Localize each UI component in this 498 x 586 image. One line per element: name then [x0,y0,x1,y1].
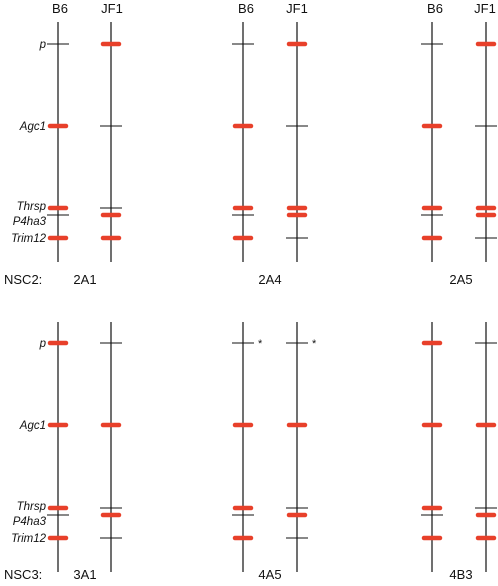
strain-label-jf1: JF1 [474,1,496,16]
clone-label: 2A5 [449,272,472,287]
clone-label: 2A1 [73,272,96,287]
clone-label: 2A4 [258,272,281,287]
clone-label: 3A1 [73,567,96,582]
strain-label-b6: B6 [52,1,68,16]
gene-label-p: p [39,39,47,51]
gene-label-agc1: Agc1 [19,121,46,133]
asterisk-mark: * [312,338,317,350]
row-prefix: NSC3: [4,567,42,582]
gene-label-thrsp: Thrsp [17,201,47,213]
gene-label-agc1: Agc1 [19,420,46,432]
gene-label-p: p [39,338,47,350]
gene-label-p4ha3: P4ha3 [13,216,47,228]
clone-label: 4A5 [258,567,281,582]
strain-label-jf1: JF1 [101,1,123,16]
strain-label-jf1: JF1 [286,1,308,16]
gene-label-p4ha3: P4ha3 [13,516,47,528]
gene-label-trim12: Trim12 [11,233,47,245]
clone-label: 4B3 [449,567,472,582]
row-prefix: NSC2: [4,272,42,287]
strain-label-b6: B6 [427,1,443,16]
asterisk-mark: * [258,338,263,350]
gene-label-thrsp: Thrsp [17,501,47,513]
gene-label-trim12: Trim12 [11,533,47,545]
strain-label-b6: B6 [238,1,254,16]
